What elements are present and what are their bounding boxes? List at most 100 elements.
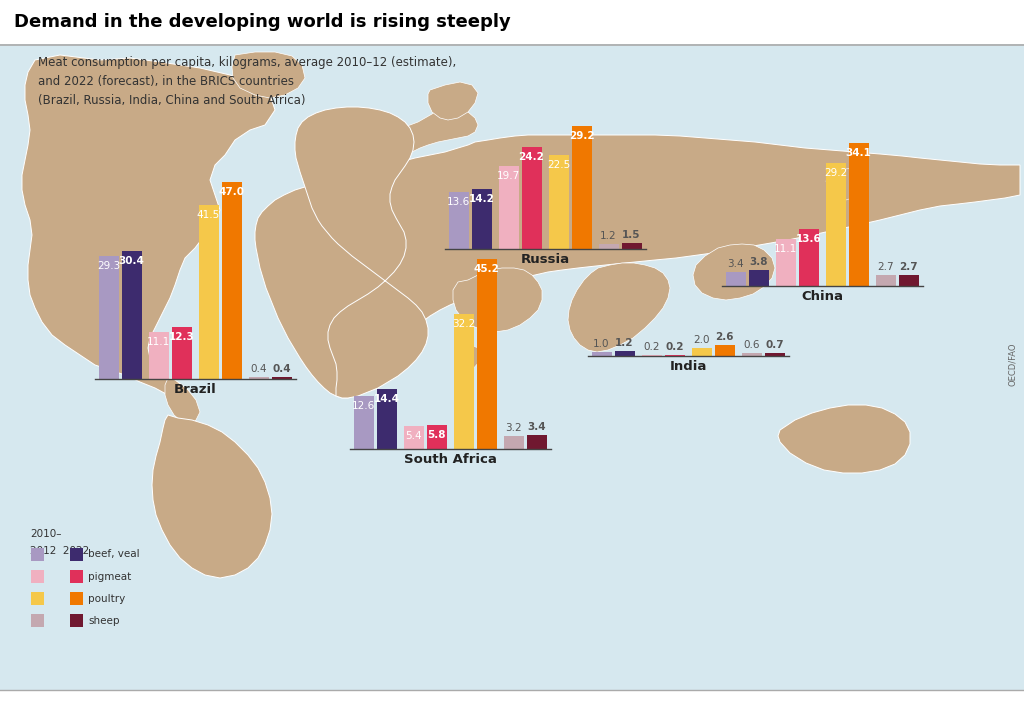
Bar [598, 244, 618, 249]
Bar [725, 272, 745, 286]
Polygon shape [355, 138, 376, 156]
Text: 14.4: 14.4 [374, 394, 399, 403]
Text: poultry: poultry [88, 593, 125, 603]
Text: 1.2: 1.2 [615, 338, 634, 348]
Text: 3.2: 3.2 [505, 422, 522, 432]
Text: 0.2: 0.2 [643, 342, 659, 352]
Bar [171, 327, 191, 379]
Text: 0.4: 0.4 [250, 365, 266, 375]
Text: 2010–
2012  2022: 2010– 2012 2022 [30, 529, 89, 556]
Text: 22.5: 22.5 [547, 160, 570, 170]
Bar [70, 614, 83, 627]
Text: pigmeat: pigmeat [88, 572, 131, 582]
Text: 3.8: 3.8 [750, 257, 768, 267]
Polygon shape [458, 346, 480, 372]
Text: 29.2: 29.2 [568, 132, 594, 142]
Bar [271, 377, 292, 379]
Bar [799, 229, 818, 286]
Text: 32.2: 32.2 [452, 319, 475, 329]
Bar [31, 592, 44, 605]
Text: 2.7: 2.7 [899, 262, 918, 272]
Text: 2.0: 2.0 [693, 334, 710, 344]
Bar [775, 239, 796, 286]
Bar [691, 348, 712, 356]
Text: Demand in the developing world is rising steeply: Demand in the developing world is rising… [14, 13, 511, 31]
Bar [70, 592, 83, 605]
Bar [614, 351, 635, 356]
Text: 13.6: 13.6 [796, 234, 821, 244]
Polygon shape [354, 106, 478, 175]
Polygon shape [232, 52, 305, 98]
Bar [504, 436, 523, 449]
Polygon shape [295, 107, 428, 398]
Polygon shape [568, 263, 670, 352]
Polygon shape [693, 244, 775, 300]
Text: 30.4: 30.4 [119, 256, 144, 266]
Text: Meat consumption per capita, kilograms, average 2010–12 (estimate),
and 2022 (fo: Meat consumption per capita, kilograms, … [38, 56, 457, 107]
Bar [571, 126, 592, 249]
Bar [454, 314, 473, 449]
Bar [741, 353, 762, 356]
Bar [148, 332, 169, 379]
Text: 0.7: 0.7 [765, 340, 783, 350]
Text: India: India [670, 360, 707, 373]
Bar [353, 396, 374, 449]
Bar [70, 548, 83, 561]
Text: 47.0: 47.0 [218, 187, 245, 196]
Text: 45.2: 45.2 [473, 264, 500, 274]
Text: 14.2: 14.2 [469, 194, 495, 204]
Text: 41.5: 41.5 [197, 210, 220, 220]
Text: 12.3: 12.3 [169, 332, 195, 342]
Text: 11.1: 11.1 [146, 337, 170, 347]
Text: 34.1: 34.1 [846, 148, 871, 158]
Text: 13.6: 13.6 [446, 197, 470, 207]
Bar [221, 182, 242, 379]
Bar [403, 427, 424, 449]
Polygon shape [778, 405, 910, 473]
Bar [749, 270, 768, 286]
Text: Russia: Russia [520, 253, 569, 266]
Bar [825, 163, 846, 286]
Text: 11.1: 11.1 [774, 244, 797, 254]
Text: Brazil: Brazil [174, 383, 216, 396]
Text: 2.6: 2.6 [715, 332, 734, 342]
Text: 0.4: 0.4 [272, 365, 291, 375]
Bar [849, 143, 868, 286]
Text: 29.2: 29.2 [824, 168, 847, 178]
Text: beef, veal: beef, veal [88, 550, 139, 560]
Polygon shape [255, 135, 1020, 398]
Bar [499, 166, 518, 249]
Bar [70, 570, 83, 583]
Text: 29.3: 29.3 [97, 261, 120, 271]
Polygon shape [453, 268, 542, 332]
Bar [98, 256, 119, 379]
Text: 1.5: 1.5 [623, 230, 641, 239]
Polygon shape [165, 378, 200, 425]
Polygon shape [826, 168, 868, 200]
Bar [199, 205, 218, 379]
Text: 24.2: 24.2 [518, 152, 545, 163]
Bar [249, 377, 268, 379]
Bar [592, 352, 611, 356]
Bar [31, 614, 44, 627]
Text: South Africa: South Africa [403, 453, 497, 466]
Bar [427, 425, 446, 449]
Text: 0.2: 0.2 [666, 342, 684, 352]
Bar [521, 147, 542, 249]
Polygon shape [22, 55, 275, 398]
Polygon shape [152, 415, 272, 578]
Text: 0.6: 0.6 [743, 341, 760, 351]
Text: 3.4: 3.4 [527, 422, 546, 432]
Text: China: China [801, 290, 843, 303]
Text: sheep: sheep [88, 615, 120, 625]
Text: 1.2: 1.2 [600, 231, 616, 241]
Bar [122, 251, 141, 379]
Bar [715, 345, 734, 356]
Text: OECD/FAO: OECD/FAO [1008, 342, 1017, 386]
Bar [476, 259, 497, 449]
Bar [641, 355, 662, 356]
Bar [377, 389, 396, 449]
Bar [449, 192, 469, 249]
Text: 2.7: 2.7 [878, 262, 894, 272]
Text: 5.8: 5.8 [427, 429, 445, 439]
